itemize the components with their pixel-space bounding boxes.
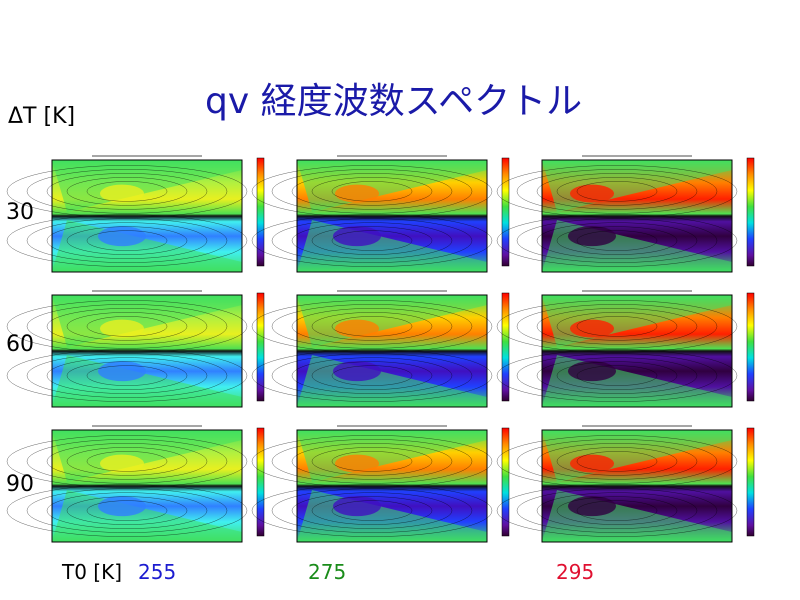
contour-panel	[496, 155, 738, 273]
column-label: 255	[138, 560, 177, 584]
contour-panel	[251, 290, 493, 408]
colorbar	[256, 427, 265, 537]
contour-panel	[496, 290, 738, 408]
colorbar	[256, 157, 265, 267]
contour-panel	[6, 290, 248, 408]
row-label: 60	[6, 332, 34, 357]
colorbar	[501, 292, 510, 402]
colorbar	[746, 427, 755, 537]
contour-panel	[496, 425, 738, 543]
colorbar	[501, 157, 510, 267]
column-label: 275	[308, 560, 347, 584]
row-label: 90	[6, 472, 34, 497]
contour-panel	[6, 425, 248, 543]
colorbar	[501, 427, 510, 537]
column-axis-label: T0 [K]	[62, 560, 123, 584]
row-label: 30	[6, 200, 34, 225]
contour-panel	[251, 155, 493, 273]
contour-panel	[251, 425, 493, 543]
contour-panel	[6, 155, 248, 273]
row-axis-label: ΔT [K]	[8, 104, 76, 129]
colorbar	[746, 157, 755, 267]
colorbar	[746, 292, 755, 402]
colorbar	[256, 292, 265, 402]
slide-title: qv 経度波数スペクトル	[205, 81, 583, 122]
column-label: 295	[556, 560, 595, 584]
